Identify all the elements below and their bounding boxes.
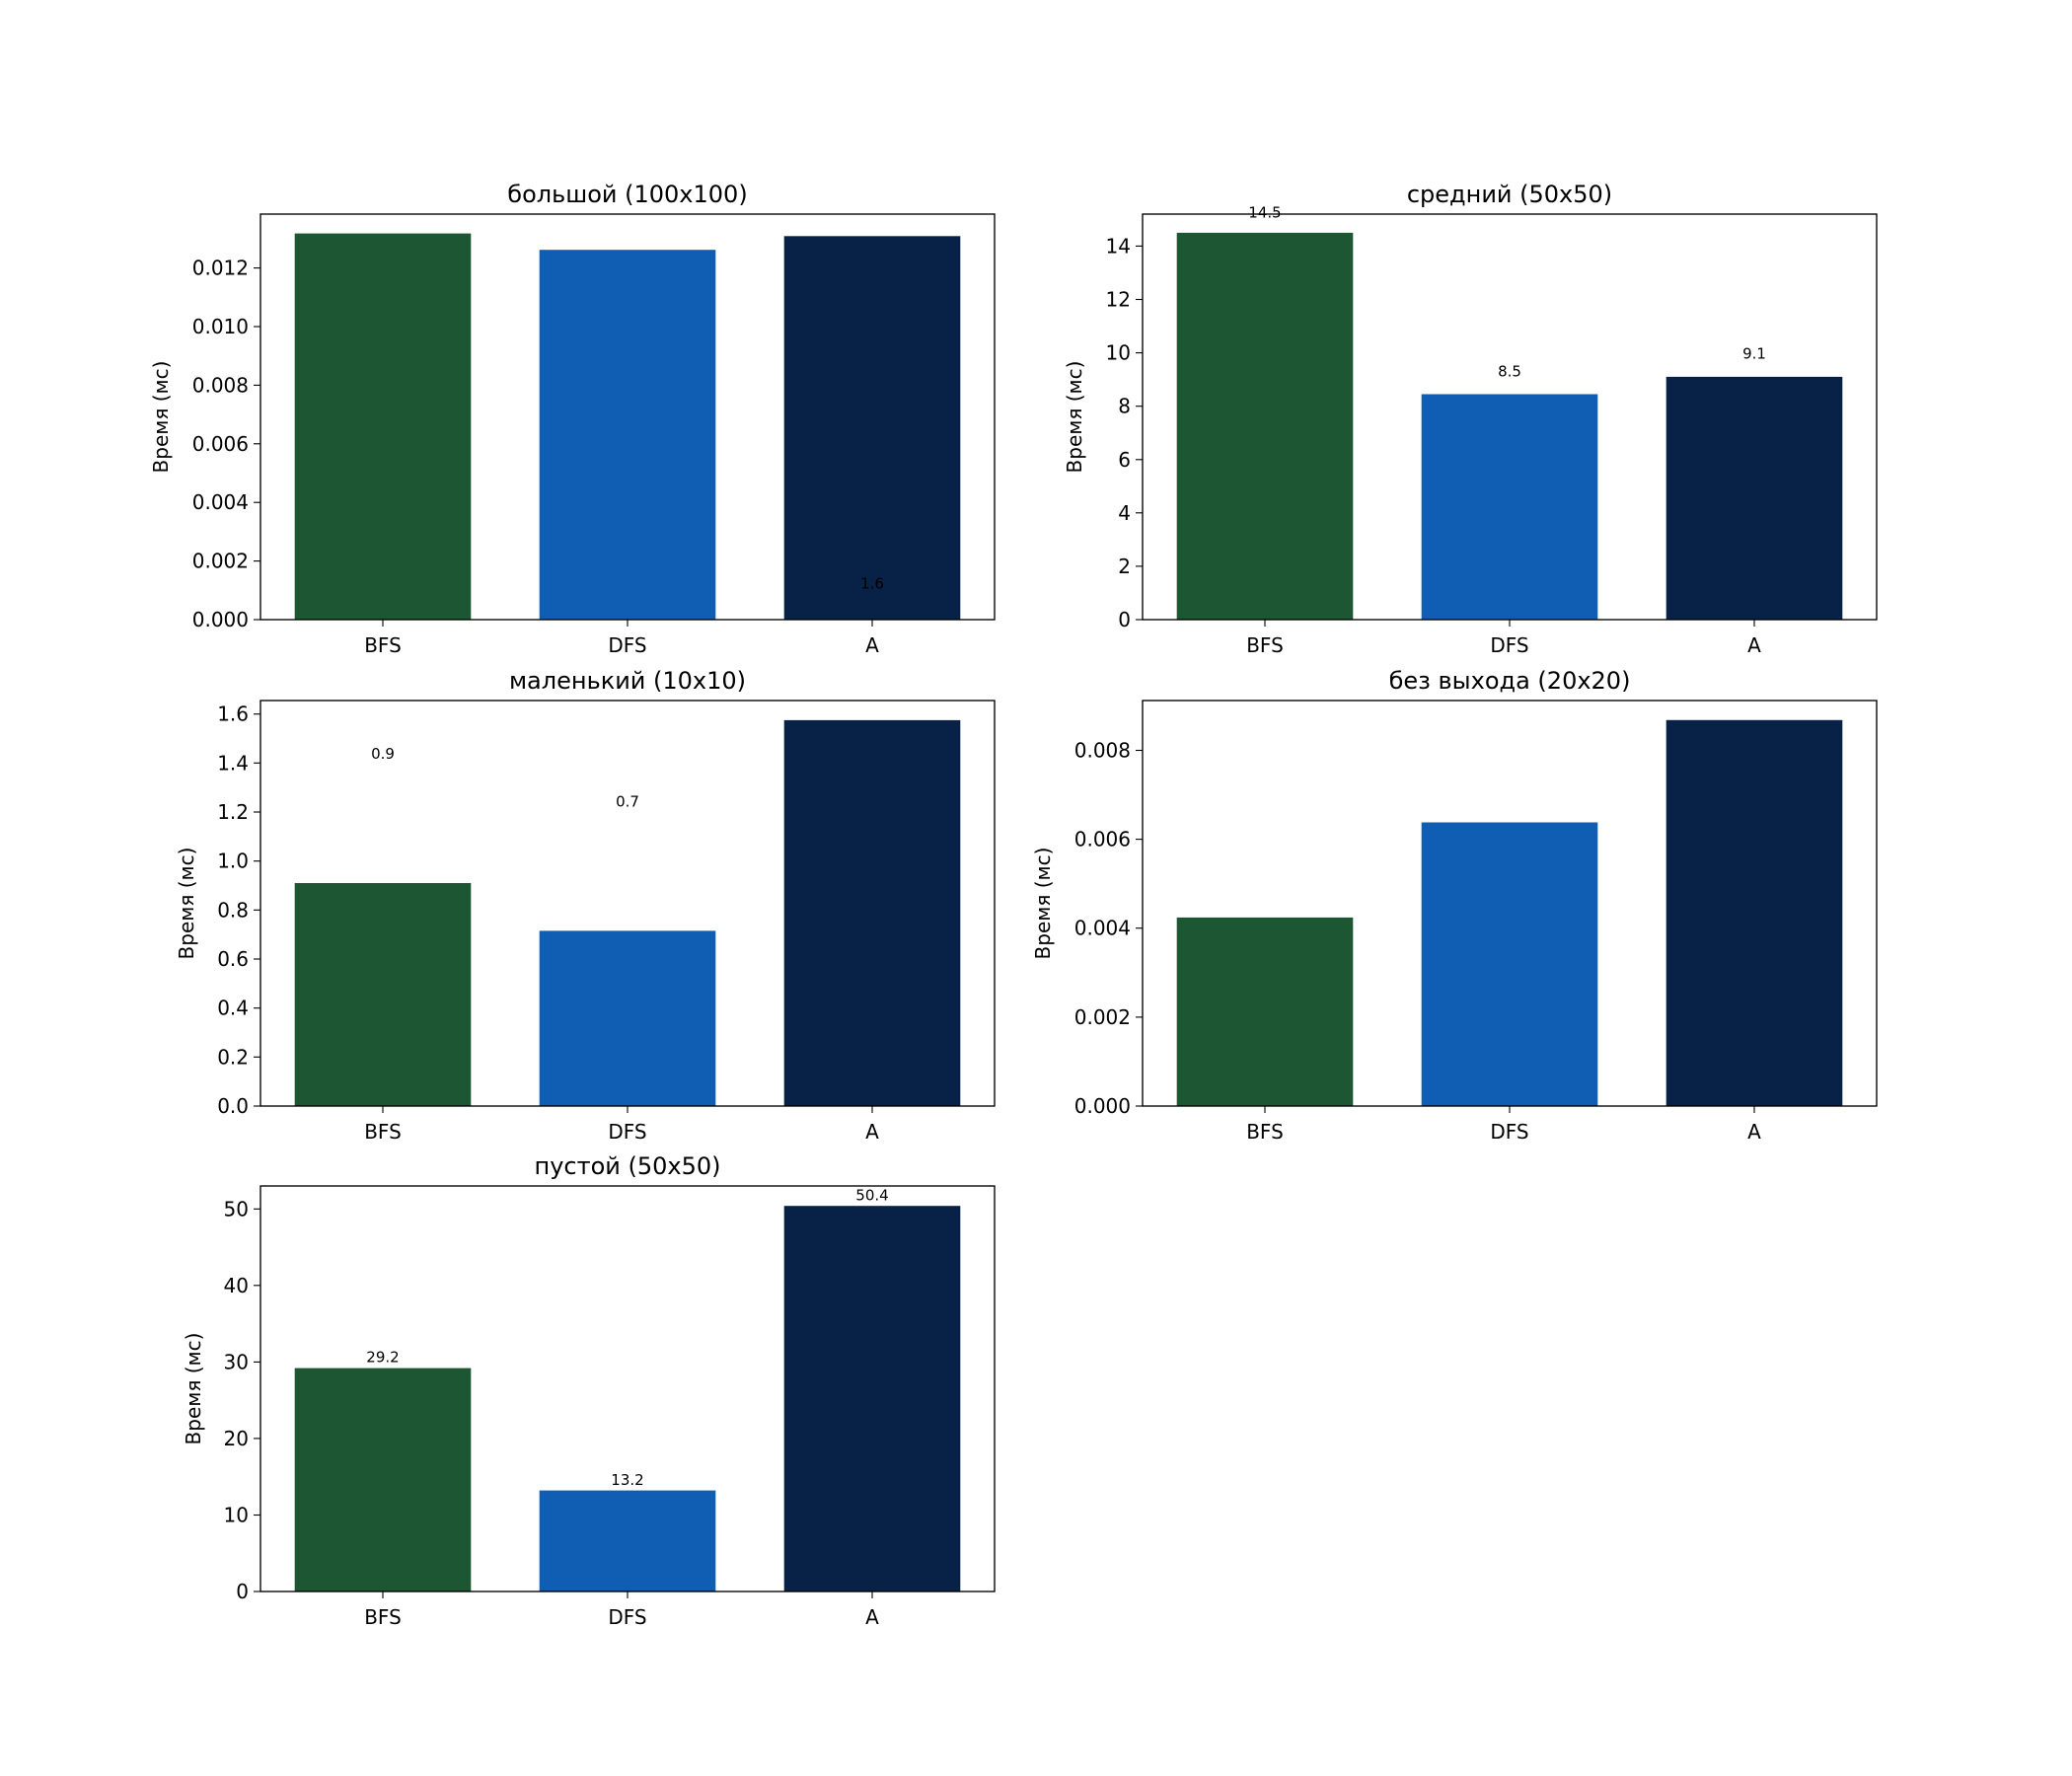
y-tick-label: 0.000: [1074, 1094, 1131, 1118]
y-tick-label: 0.006: [192, 432, 249, 456]
y-tick-label: 0.008: [1074, 739, 1131, 763]
bar-dfs: [539, 930, 716, 1106]
x-tick-label: DFS: [608, 1605, 646, 1629]
y-axis-label: Время (мс): [1031, 848, 1055, 960]
bar-dfs: [539, 1490, 716, 1591]
y-tick-label: 0.4: [217, 997, 249, 1020]
bar-value-label: 50.4: [855, 1186, 888, 1204]
y-tick-label: 0.8: [217, 898, 249, 922]
y-tick-label: 30: [224, 1350, 249, 1373]
bar-a: [1665, 376, 1843, 620]
y-tick-label: 12: [1106, 288, 1131, 312]
bar-dfs: [1421, 394, 1598, 620]
y-tick-label: 20: [224, 1427, 249, 1450]
y-tick-label: 8: [1118, 395, 1131, 418]
bar-a: [783, 719, 961, 1106]
y-tick-label: 1.6: [217, 703, 249, 726]
x-tick-label: BFS: [1246, 633, 1284, 657]
chart-title: маленький (10x10): [509, 667, 746, 695]
y-axis-label: Время (мс): [182, 1333, 205, 1445]
x-tick-label: A: [865, 1120, 879, 1144]
y-tick-label: 4: [1118, 501, 1131, 525]
y-tick-label: 0.002: [1074, 1005, 1131, 1029]
x-tick-label: DFS: [1490, 633, 1528, 657]
bar-a: [1665, 719, 1843, 1106]
chart-title: пустой (50x50): [535, 1152, 721, 1180]
y-tick-label: 14: [1106, 234, 1131, 258]
y-tick-label: 0.008: [192, 373, 249, 397]
x-tick-label: A: [1747, 633, 1761, 657]
x-tick-label: BFS: [364, 1120, 402, 1144]
x-tick-label: BFS: [1246, 1120, 1284, 1144]
y-tick-label: 1.2: [217, 800, 249, 824]
bar-value-label: 9.1: [1742, 345, 1766, 363]
y-tick-label: 0.012: [192, 257, 249, 280]
y-axis-label: Время (мс): [175, 848, 198, 960]
y-tick-label: 0.004: [1074, 917, 1131, 940]
x-tick-label: A: [865, 633, 879, 657]
bar-a: [783, 1206, 961, 1591]
y-tick-label: 0.000: [192, 608, 249, 631]
x-tick-label: BFS: [364, 1605, 402, 1629]
bar-bfs: [1176, 232, 1354, 620]
x-tick-label: DFS: [1490, 1120, 1528, 1144]
y-tick-label: 0.010: [192, 315, 249, 338]
bar-bfs: [1176, 917, 1354, 1106]
chart-panel-1: 0.000 0.002 0.004 0.006 0.008 0.010 0.012 BFS DF…: [149, 181, 996, 657]
y-axis-label: Время (мс): [149, 361, 173, 474]
bar-value-label: 1.6: [860, 574, 884, 592]
y-tick-label: 0.2: [217, 1045, 249, 1069]
bar-dfs: [1421, 822, 1598, 1106]
x-tick-label: BFS: [364, 633, 402, 657]
chart-panel-5: 0 10 20 30 40 50 BFS DFS A 29.2 13.2 50.4 пустой (50…: [182, 1152, 996, 1629]
chart-title: без выхода (20x20): [1389, 667, 1631, 695]
y-tick-label: 6: [1118, 448, 1131, 472]
y-tick-label: 0: [236, 1580, 249, 1603]
y-tick-label: 2: [1118, 555, 1131, 578]
x-tick-label: A: [865, 1605, 879, 1629]
y-axis-label: Время (мс): [1063, 361, 1086, 474]
chart-title: большой (100x100): [507, 181, 747, 208]
bar-value-label: 8.5: [1498, 362, 1521, 380]
bar-dfs: [539, 250, 716, 620]
bar-value-label: 0.7: [616, 792, 639, 810]
y-tick-label: 0.006: [1074, 828, 1131, 851]
bar-value-label: 0.9: [371, 745, 395, 763]
bar-bfs: [294, 233, 472, 620]
y-tick-label: 0: [1118, 608, 1131, 631]
y-tick-label: 0.004: [192, 490, 249, 514]
chart-panel-2: 0 2 4 6 8 10 12 14 BFS DFS A 14.5 8.5 9.1 средний (50x…: [1063, 181, 1878, 657]
y-tick-label: 1.0: [217, 850, 249, 873]
chart-title: средний (50x50): [1407, 181, 1612, 208]
x-tick-label: DFS: [608, 633, 646, 657]
bar-bfs: [294, 1368, 472, 1591]
y-tick-label: 40: [224, 1274, 249, 1297]
bar-value-label: 29.2: [366, 1349, 399, 1367]
x-tick-label: DFS: [608, 1120, 646, 1144]
bar-value-label: 13.2: [611, 1471, 643, 1489]
y-tick-label: 0.6: [217, 947, 249, 971]
chart-panel-3: 0.0 0.2 0.4 0.6 0.8 1.0 1.2 1.4 1.6 BFS DFS A 0.9 0.7…: [175, 667, 996, 1144]
y-tick-label: 1.4: [217, 751, 249, 775]
bar-value-label: 14.5: [1248, 203, 1281, 221]
y-tick-label: 50: [224, 1197, 249, 1221]
y-tick-label: 0.002: [192, 550, 249, 573]
bar-a: [783, 236, 961, 621]
y-tick-label: 10: [224, 1504, 249, 1527]
y-tick-label: 10: [1106, 341, 1131, 365]
bar-bfs: [294, 883, 472, 1106]
y-tick-label: 0.0: [217, 1094, 249, 1118]
x-tick-label: A: [1747, 1120, 1761, 1144]
